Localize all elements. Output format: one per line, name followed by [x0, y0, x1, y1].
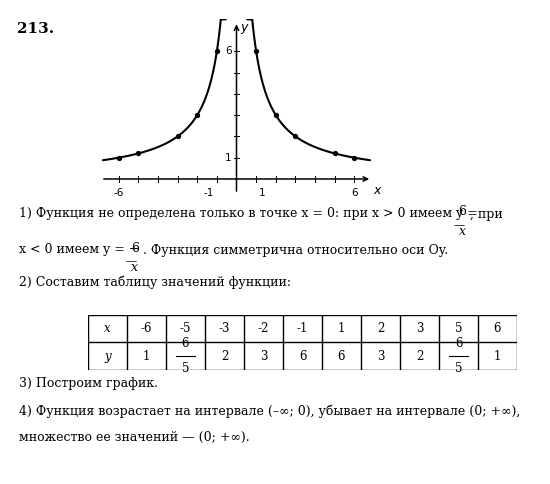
Text: y: y: [104, 350, 111, 363]
Text: -3: -3: [219, 322, 230, 335]
Text: x: x: [373, 184, 381, 197]
Text: -5: -5: [180, 322, 191, 335]
Text: 6: 6: [299, 350, 306, 363]
Text: —: —: [125, 257, 136, 267]
Text: 3) Построим график.: 3) Построим график.: [19, 377, 158, 390]
Text: множество ее значений — (0; +∞).: множество ее значений — (0; +∞).: [19, 431, 250, 444]
Text: 6: 6: [458, 205, 466, 218]
Text: 5: 5: [455, 322, 462, 335]
Text: , при: , при: [470, 208, 503, 221]
Text: 6: 6: [455, 337, 462, 350]
Text: 4) Функция возрастает на интервале (–∞; 0), убывает на интервале (0; +∞),: 4) Функция возрастает на интервале (–∞; …: [19, 405, 520, 418]
Text: 1: 1: [338, 322, 345, 335]
Text: 1: 1: [225, 153, 232, 163]
Text: 1: 1: [258, 188, 265, 198]
Text: 1: 1: [143, 350, 150, 363]
Text: 1: 1: [494, 350, 501, 363]
Text: 6: 6: [351, 188, 358, 198]
Text: 5: 5: [455, 363, 462, 376]
Text: -6: -6: [113, 188, 124, 198]
Text: -1: -1: [204, 188, 214, 198]
Text: y: y: [240, 21, 248, 34]
Text: 3: 3: [377, 350, 384, 363]
Text: x < 0 имеем y = −: x < 0 имеем y = −: [19, 243, 140, 256]
Text: 1) Функция не определена только в точке x = 0: при x > 0 имеем y =: 1) Функция не определена только в точке …: [19, 207, 482, 220]
Text: 5: 5: [182, 363, 189, 376]
Text: —: —: [454, 220, 465, 230]
Text: 3: 3: [260, 350, 267, 363]
Text: x: x: [131, 261, 138, 274]
Text: x: x: [104, 322, 111, 335]
Text: 6: 6: [494, 322, 501, 335]
Text: -1: -1: [297, 322, 308, 335]
Text: 6: 6: [131, 242, 139, 255]
Text: 2: 2: [221, 350, 228, 363]
Text: 3: 3: [416, 322, 424, 335]
Text: 2) Составим таблицу значений функции:: 2) Составим таблицу значений функции:: [19, 276, 292, 289]
Text: 2: 2: [416, 350, 423, 363]
Text: -2: -2: [258, 322, 269, 335]
Text: 2: 2: [377, 322, 384, 335]
Text: 6: 6: [225, 46, 232, 56]
Text: . Функция симметрична относительно оси Oy.: . Функция симметрична относительно оси O…: [143, 244, 448, 257]
Text: 6: 6: [182, 337, 189, 350]
Text: x: x: [459, 225, 465, 238]
Text: -6: -6: [141, 322, 152, 335]
Text: 6: 6: [338, 350, 345, 363]
Text: 213.: 213.: [16, 22, 54, 36]
